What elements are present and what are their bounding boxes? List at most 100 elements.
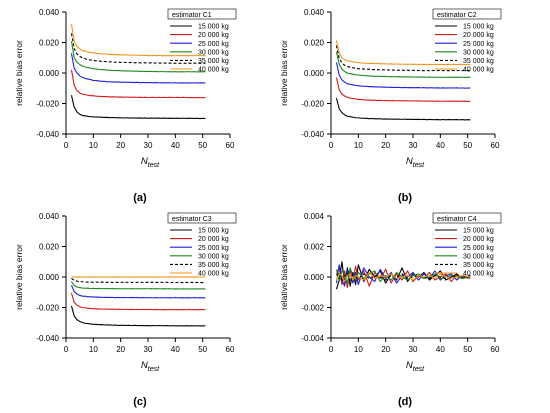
x-tick-label: 60 [226, 141, 235, 150]
series-line-30000kg [335, 267, 471, 284]
x-tick-label: 50 [463, 141, 472, 150]
series-line-25000kg [70, 285, 206, 299]
legend-entry: 40 000 kg [198, 67, 229, 74]
legend-title: estimator C4 [437, 216, 477, 223]
legend-entry: 40 000 kg [463, 67, 494, 74]
legend-entry: 25 000 kg [198, 41, 229, 48]
series-line-30000kg [70, 41, 206, 73]
legend-entry: 20 000 kg [198, 236, 229, 243]
legend-entry: 30 000 kg [463, 253, 494, 260]
legend-entry: 15 000 kg [198, 228, 229, 235]
y-axis-label: relative bias error [279, 244, 289, 310]
series-line-25000kg [335, 62, 471, 89]
y-tick-label: 0.040 [304, 8, 325, 17]
legend-title-box [432, 212, 502, 224]
legend-entry: 30 000 kg [198, 49, 229, 56]
x-axis-label: Ntest [141, 156, 160, 169]
legend-entry: 25 000 kg [198, 245, 229, 252]
panel-label: (c) [133, 396, 147, 408]
legend-entry: 35 000 kg [463, 262, 494, 269]
legend-title: estimator C3 [172, 216, 212, 223]
legend-entry: 35 000 kg [463, 58, 494, 65]
series-line-35000kg [70, 33, 206, 64]
legend-entry: 30 000 kg [463, 49, 494, 56]
legend-entry: 20 000 kg [463, 236, 494, 243]
y-axis-label: relative bias error [14, 244, 24, 310]
series-line-35000kg [336, 271, 471, 283]
x-tick-label: 20 [116, 345, 125, 354]
x-tick-label: 60 [491, 141, 500, 150]
panel-label: (d) [398, 396, 412, 408]
x-axis-label: Ntest [406, 360, 425, 373]
series-line-25000kg [70, 53, 206, 84]
x-tick-label: 10 [354, 345, 363, 354]
legend-entry: 15 000 kg [463, 24, 494, 31]
y-tick-label: -0.002 [301, 304, 324, 313]
y-tick-label: -0.040 [301, 130, 324, 139]
y-axis-label: relative bias error [279, 40, 289, 106]
legend-title-box [167, 8, 237, 20]
x-tick-label: 10 [354, 141, 363, 150]
chart-panel-c: -0.040 -0.020 0.000 0.020 0.040 0 10 20 30 40 50 60… [14, 212, 237, 408]
series-line-15000kg [70, 95, 206, 120]
x-tick-label: 0 [329, 141, 334, 150]
x-tick-label: 50 [198, 141, 207, 150]
y-tick-label: 0.004 [304, 212, 325, 221]
x-tick-label: 60 [226, 345, 235, 354]
x-tick-label: 40 [436, 345, 445, 354]
chart-panel-b: -0.040 -0.020 0.000 0.020 0.040 0 10 20 30 40 50 60… [279, 8, 502, 204]
y-tick-label: -0.040 [36, 334, 59, 343]
legend-entry: 20 000 kg [463, 32, 494, 39]
x-tick-label: 40 [171, 141, 180, 150]
series-line-20000kg [335, 77, 471, 103]
series-line-20000kg [70, 292, 206, 311]
series-line-15000kg [335, 98, 471, 121]
legend-entry: 25 000 kg [463, 245, 494, 252]
x-tick-label: 60 [491, 345, 500, 354]
series-line-40000kg [70, 24, 206, 57]
legend-entry: 15 000 kg [198, 24, 229, 31]
legend-entry: 30 000 kg [198, 253, 229, 260]
y-axis-label: relative bias error [14, 40, 24, 106]
x-tick-label: 10 [89, 141, 98, 150]
legend-entry: 40 000 kg [198, 271, 229, 278]
chart-panel-d: -0.004 -0.002 0.000 0.002 0.004 0 10 20 30 40 50 60… [279, 212, 502, 408]
y-tick-label: -0.040 [36, 130, 59, 139]
x-tick-label: 0 [64, 345, 69, 354]
legend-title-box [167, 212, 237, 224]
legend-entry: 25 000 kg [463, 41, 494, 48]
y-tick-label: 0.020 [39, 243, 60, 252]
series-line-40000kg [335, 271, 471, 283]
legend-title: estimator C2 [437, 12, 477, 19]
x-tick-label: 20 [116, 141, 125, 150]
series-line-40000kg [335, 40, 471, 66]
x-tick-label: 50 [463, 345, 472, 354]
y-tick-label: 0.020 [39, 39, 60, 48]
series-line-30000kg [71, 281, 206, 290]
y-tick-label: 0.000 [304, 69, 325, 78]
series-line-15000kg [70, 305, 206, 327]
x-axis-label: Ntest [406, 156, 425, 169]
y-tick-label: 0.000 [39, 69, 60, 78]
x-tick-label: 40 [171, 345, 180, 354]
y-tick-label: 0.002 [304, 243, 325, 252]
x-tick-label: 30 [409, 345, 418, 354]
x-axis-label: Ntest [141, 360, 160, 373]
y-tick-label: -0.020 [36, 100, 59, 109]
x-tick-label: 40 [436, 141, 445, 150]
x-tick-label: 30 [144, 141, 153, 150]
y-tick-label: 0.040 [39, 8, 60, 17]
legend-entry: 35 000 kg [198, 262, 229, 269]
x-tick-label: 30 [409, 141, 418, 150]
y-tick-label: 0.040 [39, 212, 60, 221]
y-tick-label: 0.000 [304, 273, 325, 282]
y-tick-label: 0.000 [39, 273, 60, 282]
y-tick-label: -0.020 [301, 100, 324, 109]
series-line-35000kg [335, 45, 471, 72]
x-tick-label: 50 [198, 345, 207, 354]
x-tick-label: 30 [144, 345, 153, 354]
chart-panel-a: -0.040 -0.020 0.000 0.020 0.040 0 10 20 30 40 50 60… [14, 8, 237, 204]
